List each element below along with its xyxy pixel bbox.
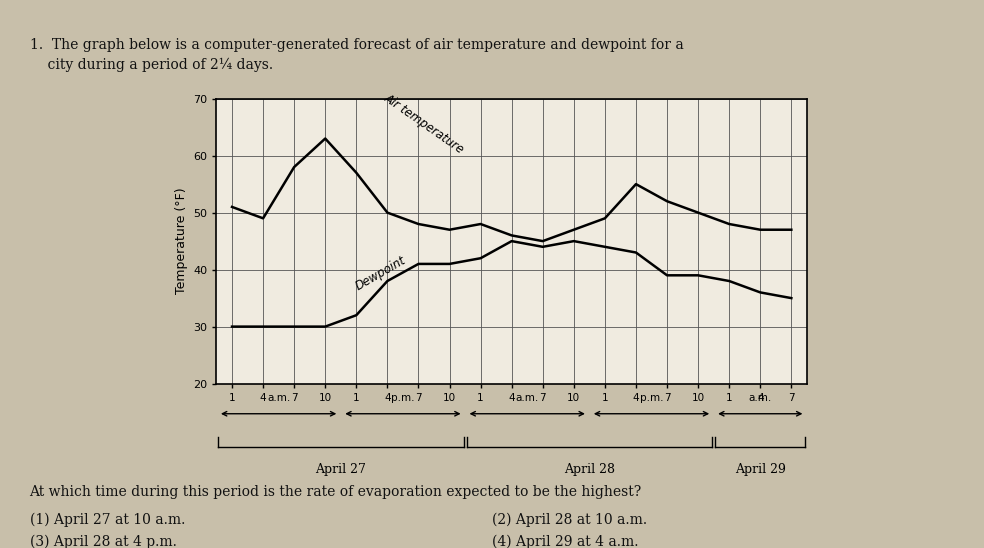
Y-axis label: Temperature (°F): Temperature (°F) [175, 188, 188, 294]
Text: a.m.: a.m. [749, 393, 771, 403]
Text: 1.  The graph below is a computer-generated forecast of air temperature and dewp: 1. The graph below is a computer-generat… [30, 38, 683, 72]
Text: (3) April 28 at 4 p.m.: (3) April 28 at 4 p.m. [30, 534, 176, 548]
Text: April 27: April 27 [315, 463, 366, 476]
Text: At which time during this period is the rate of evaporation expected to be the h: At which time during this period is the … [30, 485, 642, 499]
Text: April 29: April 29 [735, 463, 785, 476]
Text: p.m.: p.m. [640, 393, 663, 403]
Text: April 28: April 28 [564, 463, 615, 476]
Text: Air temperature: Air temperature [381, 91, 466, 156]
Text: (2) April 28 at 10 a.m.: (2) April 28 at 10 a.m. [492, 512, 647, 527]
Text: a.m.: a.m. [267, 393, 290, 403]
Text: a.m.: a.m. [516, 393, 539, 403]
Text: Dewpoint: Dewpoint [353, 253, 408, 293]
Text: (1) April 27 at 10 a.m.: (1) April 27 at 10 a.m. [30, 512, 185, 527]
Text: (4) April 29 at 4 a.m.: (4) April 29 at 4 a.m. [492, 534, 639, 548]
Text: p.m.: p.m. [392, 393, 414, 403]
